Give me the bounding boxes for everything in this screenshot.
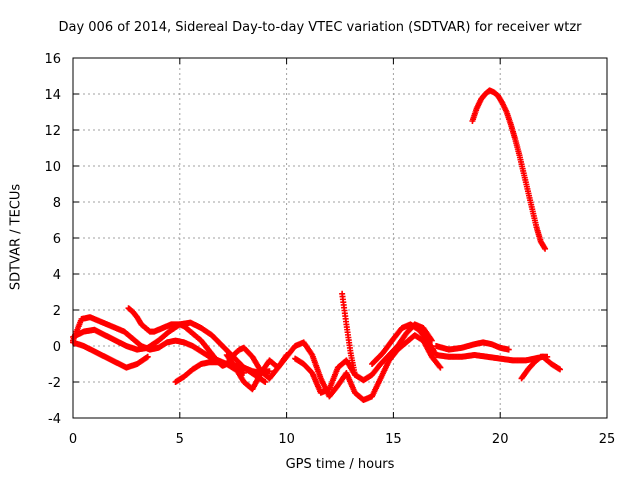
data-point	[557, 366, 564, 373]
data-point	[240, 370, 247, 376]
x-tick-label: 10	[278, 432, 295, 447]
data-point	[544, 353, 551, 360]
y-tick-label: 2	[53, 304, 61, 319]
y-tick-label: 0	[53, 340, 61, 355]
data-point	[505, 346, 512, 353]
y-tick-label: 6	[53, 232, 61, 247]
y-tick-label: -4	[48, 412, 61, 427]
ticks: -4 -2 0 2 4 6 8 10 12 14 16 0 5 10 15 20 25	[44, 52, 615, 447]
data-point	[266, 368, 273, 375]
y-tick-label: 8	[53, 196, 61, 211]
data-point	[437, 364, 444, 371]
x-tick-label: 0	[69, 432, 77, 447]
data-point	[262, 379, 269, 385]
x-tick-label: 20	[492, 432, 509, 447]
x-axis-label: GPS time / hours	[285, 457, 395, 472]
data-point	[144, 353, 151, 360]
series-track-11	[518, 353, 551, 382]
series-track-2	[70, 319, 269, 385]
y-tick-label: 10	[44, 160, 61, 175]
y-tick-label: 12	[44, 124, 61, 139]
data-point	[436, 363, 443, 370]
plot-frame	[72, 57, 608, 419]
x-tick-label: 15	[385, 432, 402, 447]
y-tick-label: 4	[53, 268, 61, 283]
series-track-8	[339, 290, 358, 378]
x-tick-label: 25	[599, 432, 616, 447]
data-point	[542, 245, 549, 252]
series-track-12	[469, 87, 549, 252]
x-tick-label: 5	[176, 432, 184, 447]
y-tick-label: -2	[48, 376, 61, 391]
chart-title: Day 006 of 2014, Sidereal Day-to-day VTE…	[58, 20, 582, 35]
data-points	[70, 87, 564, 403]
y-tick-label: 16	[44, 52, 61, 67]
series-track-7	[292, 321, 435, 396]
series-track-6	[223, 332, 444, 403]
y-tick-label: 14	[44, 88, 61, 103]
series-track-10	[433, 339, 512, 353]
data-point	[351, 371, 358, 378]
